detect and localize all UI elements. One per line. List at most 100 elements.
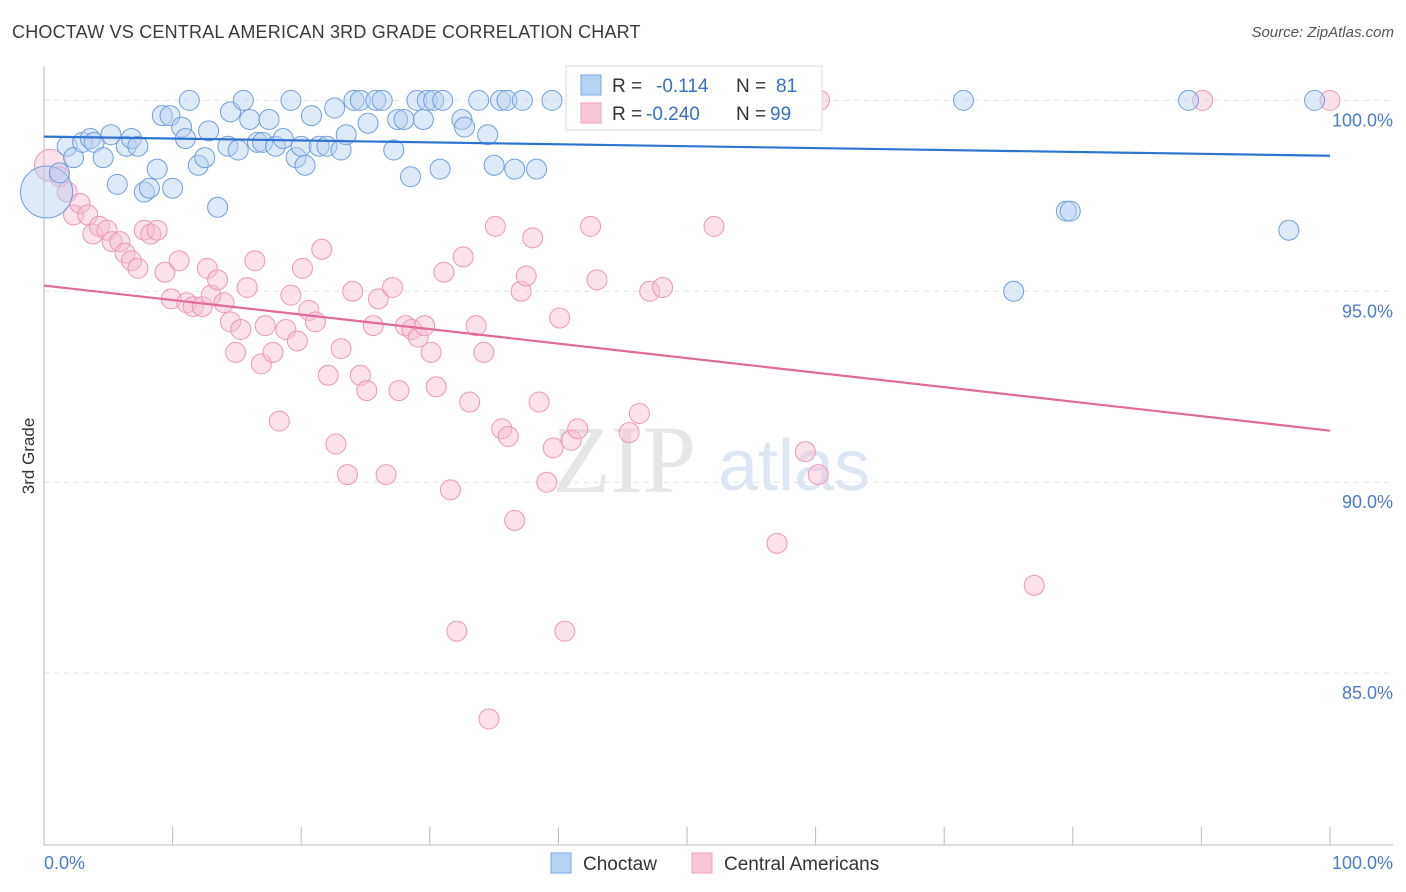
data-point bbox=[325, 433, 347, 455]
y-axis-label: 3rd Grade bbox=[19, 418, 38, 495]
data-point bbox=[20, 165, 74, 219]
data-point bbox=[522, 227, 544, 249]
data-point bbox=[294, 154, 316, 176]
trend-lines bbox=[43, 135, 1331, 432]
data-point bbox=[246, 131, 268, 153]
data-point bbox=[468, 89, 490, 111]
legend-swatch-choctaw bbox=[580, 74, 602, 96]
data-point bbox=[952, 89, 974, 111]
data-point bbox=[465, 315, 487, 337]
data-point bbox=[423, 89, 445, 111]
data-point bbox=[429, 158, 451, 180]
data-point bbox=[140, 223, 162, 245]
data-point bbox=[580, 215, 602, 237]
data-point bbox=[420, 341, 442, 363]
data-point bbox=[109, 231, 131, 253]
data-point bbox=[285, 147, 307, 169]
legend-r-value-central-americans: -0.240 bbox=[646, 104, 700, 125]
data-point bbox=[794, 441, 816, 463]
data-point bbox=[194, 147, 216, 169]
data-point bbox=[542, 437, 564, 459]
axes bbox=[43, 66, 1393, 846]
legend-n-value-choctaw: 81 bbox=[776, 76, 797, 97]
data-point bbox=[232, 89, 254, 111]
data-point bbox=[362, 315, 384, 337]
data-point bbox=[554, 620, 576, 642]
data-point bbox=[414, 315, 436, 337]
data-point bbox=[483, 154, 505, 176]
data-point bbox=[254, 315, 276, 337]
data-point bbox=[452, 246, 474, 268]
data-point bbox=[100, 124, 122, 146]
data-point bbox=[252, 131, 274, 153]
stats-legend-box bbox=[565, 65, 823, 131]
bottom-legend-label-central-americans: Central Americans bbox=[724, 854, 879, 875]
data-point bbox=[1278, 219, 1300, 241]
bottom-legend-label-choctaw: Choctaw bbox=[583, 854, 657, 875]
data-point bbox=[336, 464, 358, 486]
data-point bbox=[317, 364, 339, 386]
data-point bbox=[1178, 89, 1200, 111]
data-point bbox=[219, 311, 241, 333]
data-point bbox=[335, 124, 357, 146]
bottom-legend-swatch-choctaw bbox=[550, 852, 572, 874]
data-point bbox=[330, 338, 352, 360]
legend-n-label-central-americans: N = bbox=[736, 104, 766, 125]
data-point bbox=[230, 318, 252, 340]
series-legend: Choctaw Central Americans bbox=[550, 852, 879, 875]
watermark-atlas: atlas bbox=[718, 426, 870, 506]
data-point bbox=[236, 276, 258, 298]
data-point bbox=[515, 265, 537, 287]
trend-line-choctaw bbox=[43, 135, 1331, 157]
data-point bbox=[168, 250, 190, 272]
x-ticks bbox=[43, 827, 1331, 845]
data-point bbox=[213, 292, 235, 314]
data-point bbox=[280, 284, 302, 306]
trend-line-central-americans bbox=[43, 284, 1331, 432]
data-point bbox=[300, 105, 322, 127]
data-point bbox=[162, 177, 184, 199]
data-point bbox=[138, 177, 160, 199]
legend-n-value-central-americans: 99 bbox=[770, 104, 791, 125]
data-point bbox=[375, 464, 397, 486]
data-point bbox=[504, 158, 526, 180]
data-point bbox=[1023, 574, 1045, 596]
data-point bbox=[511, 89, 533, 111]
data-point bbox=[412, 108, 434, 130]
x-tick-label-min: 0.0% bbox=[44, 853, 85, 873]
data-point bbox=[490, 89, 512, 111]
data-point bbox=[388, 380, 410, 402]
data-point bbox=[207, 269, 229, 291]
data-point bbox=[207, 196, 229, 218]
data-point bbox=[484, 215, 506, 237]
data-point bbox=[639, 280, 661, 302]
data-point bbox=[496, 89, 518, 111]
data-point bbox=[106, 173, 128, 195]
legend-r-label-central-americans: R = bbox=[612, 104, 642, 125]
y-tick-label: 90.0% bbox=[1342, 492, 1393, 512]
data-point bbox=[291, 257, 313, 279]
data-point bbox=[433, 261, 455, 283]
data-point bbox=[618, 422, 640, 444]
data-point bbox=[567, 418, 589, 440]
data-point bbox=[393, 108, 415, 130]
data-point bbox=[628, 402, 650, 424]
data-point bbox=[239, 108, 261, 130]
y-tick-label: 95.0% bbox=[1342, 301, 1393, 321]
data-point bbox=[275, 318, 297, 340]
data-point bbox=[286, 330, 308, 352]
series-choctaw bbox=[20, 89, 1326, 302]
legend-r-label-choctaw: R = bbox=[612, 76, 642, 97]
data-point bbox=[549, 307, 571, 329]
data-point bbox=[290, 135, 312, 157]
data-point bbox=[439, 479, 461, 501]
data-point bbox=[387, 108, 409, 130]
data-point bbox=[432, 89, 454, 111]
data-point bbox=[383, 139, 405, 161]
data-point bbox=[343, 89, 365, 111]
data-point bbox=[1003, 280, 1025, 302]
data-point bbox=[477, 124, 499, 146]
data-point bbox=[92, 147, 114, 169]
x-tick-label-max: 100.0% bbox=[1332, 853, 1393, 873]
data-point bbox=[365, 89, 387, 111]
